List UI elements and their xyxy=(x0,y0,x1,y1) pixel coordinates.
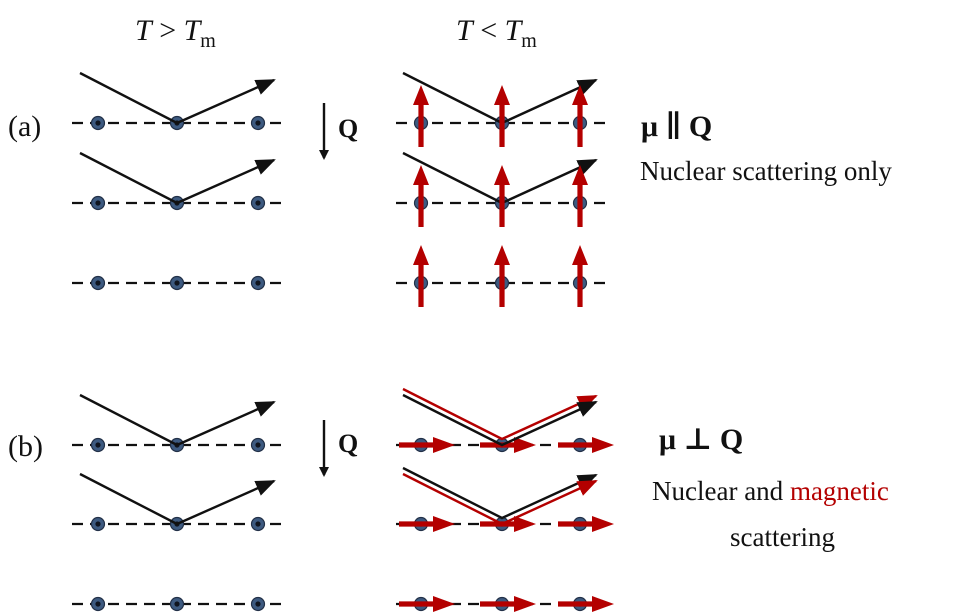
b-right-beam-black-1 xyxy=(402,393,598,447)
header-high-sub: m xyxy=(200,30,216,52)
b-spin-r1-1-head xyxy=(433,437,455,453)
caption-a-line-1-part-1: Nuclear scattering only xyxy=(640,156,892,186)
b-left-row-1-atom-core-1 xyxy=(95,442,101,448)
condition-b-relation: ⊥ xyxy=(676,423,720,456)
header-low-sub: m xyxy=(521,30,537,52)
caption-b-line-2: scattering xyxy=(730,522,835,552)
a-left-row-3-atom-core-1 xyxy=(95,280,101,286)
caption-b-line-2-part-1: scattering xyxy=(730,522,835,552)
header-high-relation: > xyxy=(152,14,184,47)
b-left-beam-2 xyxy=(79,472,276,526)
lattice-graphics xyxy=(72,71,614,612)
header-high-tm: T xyxy=(184,14,203,47)
b-spin-r1-2-head xyxy=(514,437,536,453)
b-spin-r2-2-head xyxy=(514,516,536,532)
condition-a-mu: μ xyxy=(641,110,658,143)
header-low-t: T xyxy=(456,14,475,47)
condition-b: μ ⊥ Q xyxy=(659,423,743,456)
condition-a-q: Q xyxy=(689,110,712,143)
a-spin-r2-3-head xyxy=(572,165,588,185)
b-left-row-3-atom-core-3 xyxy=(255,601,261,607)
q-vector-label-a: Q xyxy=(338,114,358,143)
b-right-beam-black-2 xyxy=(402,466,598,520)
condition-a: μ ∥ Q xyxy=(641,110,712,143)
a-spin-r3-1-head xyxy=(413,245,429,265)
condition-b-mu: μ xyxy=(659,423,676,456)
caption-b-line-1: Nuclear and magnetic xyxy=(652,476,889,506)
a-spin-r1-1-head xyxy=(413,85,429,105)
b-spin-r3-1-head xyxy=(433,596,455,612)
header-low-relation: < xyxy=(473,14,505,47)
b-spin-r3-3-head xyxy=(592,596,614,612)
header-low-tm: T xyxy=(505,14,524,47)
b-spin-r2-1-head xyxy=(433,516,455,532)
a-spin-r1-2-head xyxy=(494,85,510,105)
condition-a-relation: ∥ xyxy=(658,110,689,143)
panel-b-label: (b) xyxy=(8,430,43,463)
a-spin-r2-1-head xyxy=(413,165,429,185)
header-high-temperature: T > Tm xyxy=(135,14,216,52)
b-right-beam-red-1 xyxy=(402,387,598,441)
caption-b-magnetic-word: magnetic xyxy=(790,476,889,506)
b-right-beam-red-2 xyxy=(402,472,598,526)
b-spin-r3-2-head xyxy=(514,596,536,612)
a-spin-r1-3-head xyxy=(572,85,588,105)
b-left-row-3-atom-core-2 xyxy=(174,601,180,607)
b-spin-r2-3-head xyxy=(592,516,614,532)
a-left-row-3-atom-core-2 xyxy=(174,280,180,286)
b-left-row-1-atom-core-3 xyxy=(255,442,261,448)
a-left-beam-2 xyxy=(79,151,276,205)
caption-b-line-1-part-1: Nuclear and xyxy=(652,476,790,506)
a-left-row-1-atom-core-1 xyxy=(95,120,101,126)
header-high-t: T xyxy=(135,14,154,47)
b-left-row-2-atom-core-1 xyxy=(95,521,101,527)
a-spin-r2-2-head xyxy=(494,165,510,185)
b-left-beam-1 xyxy=(79,393,276,447)
header-low-temperature: T < Tm xyxy=(456,14,537,52)
a-spin-r3-2-head xyxy=(494,245,510,265)
b-left-row-3-atom-core-1 xyxy=(95,601,101,607)
a-left-beam-1 xyxy=(79,71,276,125)
a-left-row-2-atom-core-3 xyxy=(255,200,261,206)
b-left-row-2-atom-core-3 xyxy=(255,521,261,527)
a-left-row-2-atom-core-1 xyxy=(95,200,101,206)
a-left-row-3-atom-core-3 xyxy=(255,280,261,286)
b-spin-r1-3-head xyxy=(592,437,614,453)
a-left-row-1-atom-core-3 xyxy=(255,120,261,126)
panel-a-label: (a) xyxy=(8,110,41,143)
q-vector-label-b: Q xyxy=(338,429,358,458)
caption-a-line-1: Nuclear scattering only xyxy=(640,156,892,186)
a-spin-r3-3-head xyxy=(572,245,588,265)
condition-b-q: Q xyxy=(720,423,743,456)
